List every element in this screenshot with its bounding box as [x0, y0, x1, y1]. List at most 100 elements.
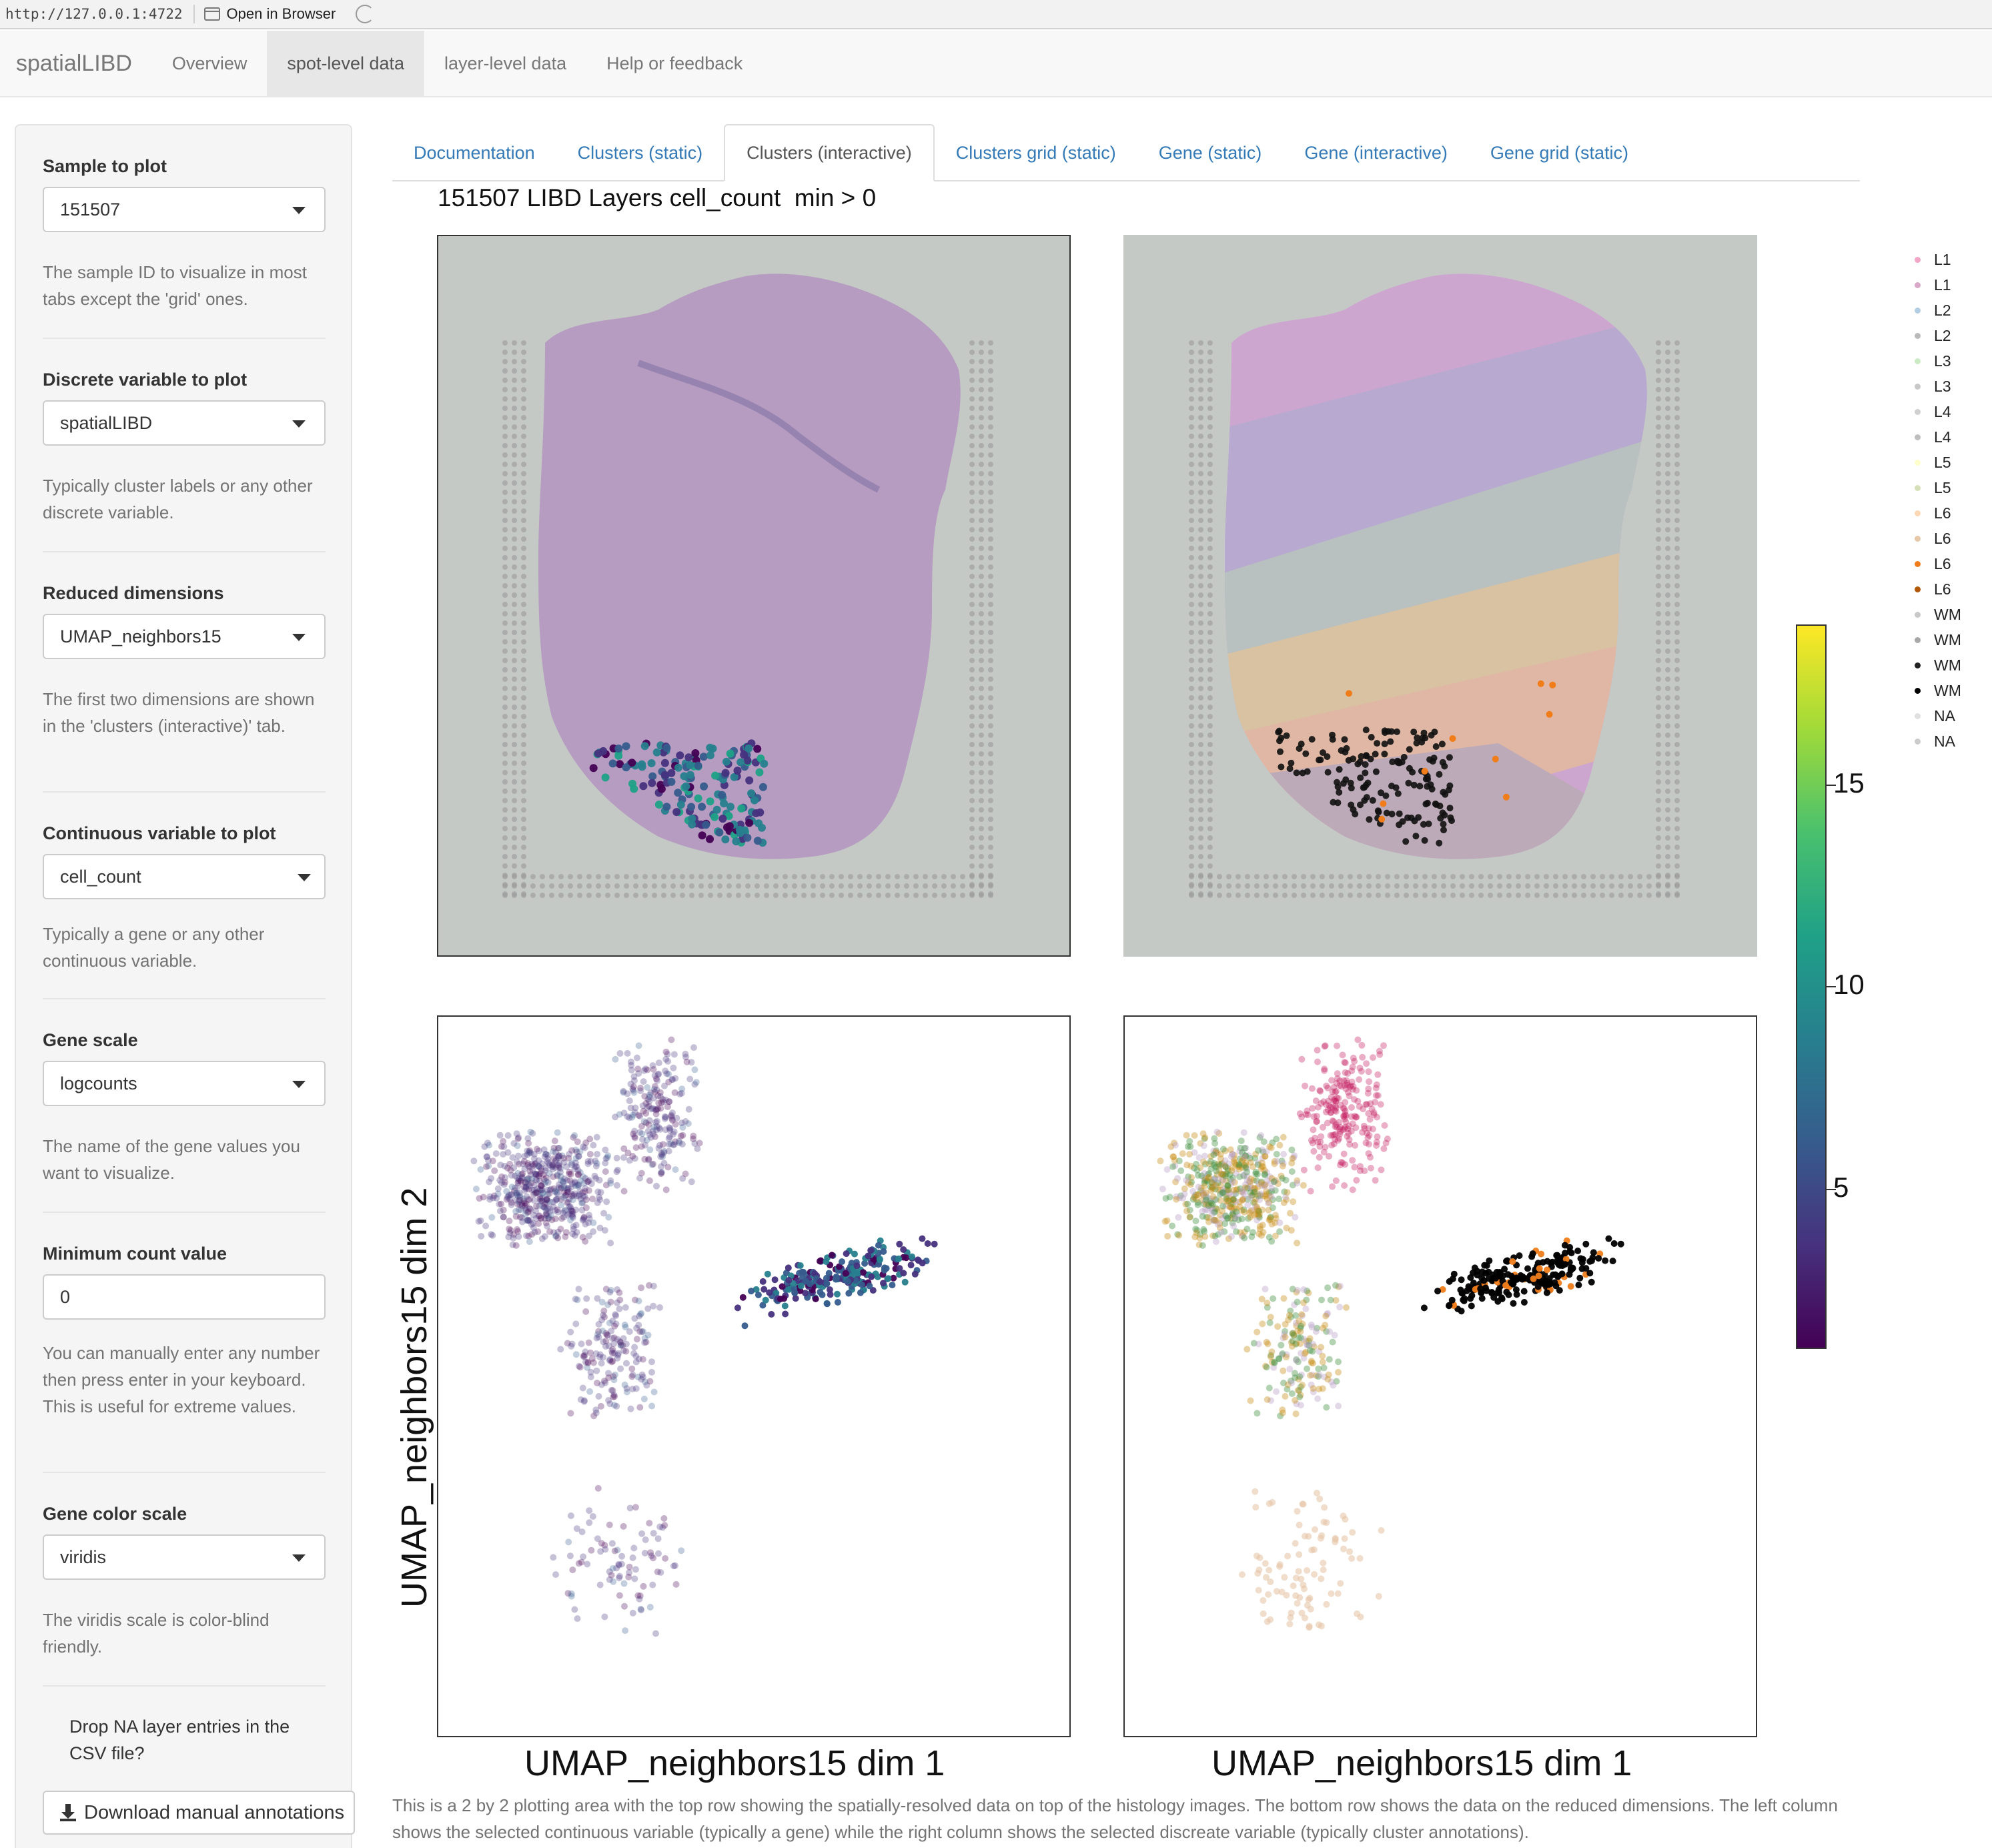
umap-point	[1217, 1170, 1225, 1178]
umap-point	[1211, 1196, 1218, 1203]
nav-overview[interactable]: Overview	[171, 53, 247, 73]
discrete-select[interactable]: spatialLIBD	[43, 400, 326, 446]
legend-item[interactable]: WM	[1908, 652, 1981, 678]
legend-item[interactable]: WM	[1908, 627, 1981, 652]
umap-point	[654, 1071, 662, 1078]
umap-point	[1292, 1340, 1300, 1348]
capture-spot	[1674, 462, 1680, 467]
umap-point	[1334, 1094, 1340, 1101]
umap-point	[1287, 1307, 1294, 1314]
legend-item[interactable]: L4	[1908, 424, 1981, 450]
gene-scale-select[interactable]: logcounts	[43, 1061, 326, 1106]
color-scale-select-value: viridis	[60, 1546, 107, 1567]
legend-item[interactable]: NA	[1908, 729, 1981, 754]
umap-point	[554, 1162, 562, 1169]
umap-point	[1255, 1180, 1262, 1188]
umap-point	[1336, 1077, 1344, 1084]
tab-gene-static[interactable]: Gene (static)	[1158, 142, 1262, 163]
capture-spot	[1198, 387, 1203, 392]
nav-layer-level-data[interactable]: layer-level data	[444, 53, 567, 73]
legend-item[interactable]: L5	[1908, 450, 1981, 475]
umap-point	[672, 1166, 679, 1174]
app-brand[interactable]: spatialLIBD	[16, 50, 132, 76]
umap-point	[518, 1174, 526, 1182]
umap-point	[525, 1175, 532, 1182]
capture-spot	[521, 798, 526, 803]
legend-item[interactable]: L6	[1908, 526, 1981, 551]
legend-item[interactable]: L6	[1908, 551, 1981, 576]
capture-spot	[1525, 874, 1530, 879]
legend-item[interactable]: L4	[1908, 399, 1981, 424]
legend-item[interactable]: L6	[1908, 500, 1981, 526]
spatial-gene-panel[interactable]	[437, 235, 1071, 957]
umap-point	[1304, 1107, 1311, 1115]
capture-spot	[969, 751, 975, 757]
wm-spot	[1428, 732, 1435, 739]
legend-item[interactable]: NA	[1908, 703, 1981, 729]
sample-select[interactable]: 151507	[43, 187, 326, 232]
capture-spot	[1404, 893, 1409, 898]
nav-spot-level-data[interactable]: spot-level data	[267, 31, 425, 96]
y-axis-label: UMAP_neighbors15 dim 2	[394, 1187, 434, 1608]
umap-point	[1332, 1135, 1338, 1143]
umap-point	[1225, 1190, 1233, 1198]
legend-item[interactable]: L3	[1908, 348, 1981, 374]
tab-clusters-interactive[interactable]: Clusters (interactive)	[724, 124, 935, 181]
tab-gene-grid-static[interactable]: Gene grid (static)	[1490, 142, 1628, 163]
umap-point	[1268, 1238, 1276, 1245]
umap-point	[1247, 1182, 1254, 1190]
umap-point	[586, 1388, 594, 1395]
umap-point	[652, 1106, 660, 1113]
capture-spot	[1656, 574, 1661, 579]
cell-count-spot	[700, 782, 708, 791]
capture-spot	[1207, 714, 1213, 719]
tab-gene-interactive[interactable]: Gene (interactive)	[1304, 142, 1448, 163]
legend-item[interactable]: L1	[1908, 247, 1981, 272]
wm-spot	[1388, 783, 1395, 790]
capture-spot	[951, 883, 956, 889]
umap-point	[538, 1160, 546, 1168]
umap-point	[1307, 1188, 1314, 1195]
url-text[interactable]: http://127.0.0.1:4722	[5, 6, 183, 22]
umap-point	[1255, 1211, 1262, 1218]
umap-point	[691, 1140, 698, 1147]
continuous-select[interactable]: cell_count	[43, 854, 326, 899]
spatial-cluster-panel[interactable]	[1123, 235, 1757, 957]
download-annotations-button[interactable]: Download manual annotations	[43, 1791, 355, 1835]
tab-clusters-static[interactable]: Clusters (static)	[577, 142, 703, 163]
legend-item[interactable]: L6	[1908, 576, 1981, 602]
legend-item[interactable]: L2	[1908, 323, 1981, 348]
wm-spot	[1422, 801, 1430, 808]
capture-spot	[1665, 658, 1670, 663]
umap-point	[629, 1153, 636, 1160]
drop-na-label[interactable]: Drop NA layer entries in the CSV file?	[69, 1717, 290, 1763]
legend-item[interactable]: L1	[1908, 272, 1981, 298]
legend-item[interactable]: WM	[1908, 678, 1981, 703]
umap-point	[1305, 1532, 1312, 1540]
umap-cluster-panel[interactable]	[1123, 1015, 1757, 1737]
umap-point	[1192, 1192, 1199, 1199]
legend-item[interactable]: WM	[1908, 602, 1981, 627]
capture-spot	[1189, 639, 1194, 644]
umap-point	[539, 1189, 546, 1196]
wm-spot	[1381, 751, 1388, 758]
legend-item[interactable]: L2	[1908, 298, 1981, 323]
umap-point	[1370, 1109, 1378, 1116]
umap-point	[1247, 1159, 1254, 1166]
umap-point	[554, 1145, 562, 1151]
open-in-browser-button[interactable]: Open in Browser	[203, 5, 336, 23]
tab-documentation[interactable]: Documentation	[414, 142, 535, 163]
umap-point	[1266, 1216, 1273, 1224]
legend-item[interactable]: L5	[1908, 475, 1981, 500]
legend-item[interactable]: L3	[1908, 374, 1981, 399]
umap-point	[533, 1171, 540, 1178]
color-scale-select[interactable]: viridis	[43, 1534, 326, 1580]
umap-point	[660, 1141, 667, 1148]
umap-gene-panel[interactable]	[437, 1015, 1071, 1737]
refresh-icon[interactable]	[356, 5, 375, 23]
umap-point	[589, 1196, 596, 1203]
min-count-input[interactable]: 0	[43, 1274, 326, 1320]
tab-clusters-grid-static[interactable]: Clusters grid (static)	[955, 142, 1116, 163]
nav-help-feedback[interactable]: Help or feedback	[606, 53, 743, 73]
reduced-select[interactable]: UMAP_neighbors15	[43, 614, 326, 659]
